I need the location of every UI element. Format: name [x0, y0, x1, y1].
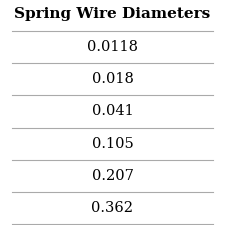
Text: 0.0118: 0.0118: [87, 40, 138, 54]
Text: 0.207: 0.207: [92, 169, 133, 182]
Text: 0.105: 0.105: [92, 137, 133, 151]
Text: 0.041: 0.041: [92, 104, 133, 119]
Text: Spring Wire Diameters: Spring Wire Diameters: [14, 7, 211, 21]
Text: 0.362: 0.362: [92, 201, 133, 215]
Text: 0.018: 0.018: [92, 72, 133, 86]
